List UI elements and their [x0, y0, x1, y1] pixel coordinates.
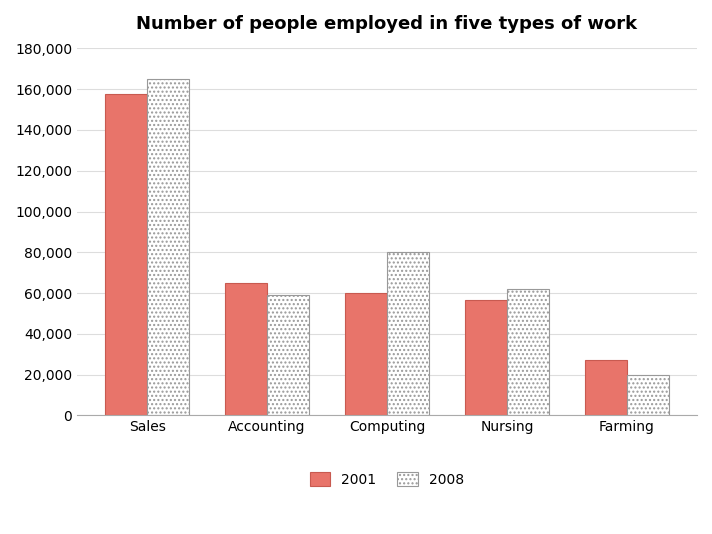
- Bar: [507, 289, 549, 415]
- Bar: [345, 293, 387, 415]
- Bar: [267, 295, 309, 415]
- Legend: 2001, 2008: 2001, 2008: [304, 466, 470, 492]
- Bar: [465, 300, 507, 415]
- Bar: [627, 375, 669, 415]
- Title: Number of people employed in five types of work: Number of people employed in five types …: [137, 15, 637, 33]
- Bar: [585, 360, 627, 415]
- Bar: [105, 95, 147, 415]
- Bar: [225, 283, 267, 415]
- Bar: [387, 253, 429, 415]
- Bar: [147, 79, 189, 415]
